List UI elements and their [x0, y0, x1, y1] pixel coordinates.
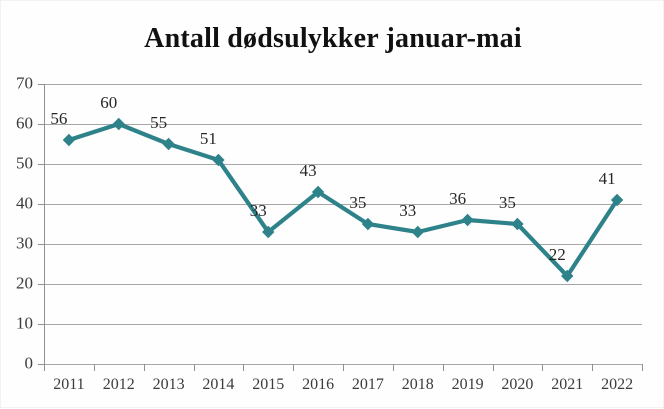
data-point-marker [162, 137, 175, 151]
x-axis-tick-label: 2012 [103, 376, 135, 393]
gridlines-group [43, 83, 642, 366]
data-point-marker [361, 217, 375, 231]
data-point-label: 35 [499, 193, 516, 212]
x-axis-tick-label: 2017 [352, 376, 384, 393]
x-axis-tick-label: 2018 [402, 376, 434, 393]
y-axis-ticks-group [38, 83, 44, 366]
data-point-label: 51 [200, 129, 217, 148]
x-axis-ticks-group [43, 364, 644, 371]
series-markers-group [62, 117, 624, 283]
x-axis-tick-label: 2011 [53, 376, 84, 393]
data-labels-group: 56 60 55 51 33 43 35 33 36 35 22 41 [50, 93, 615, 264]
data-point-marker [561, 269, 574, 283]
data-point-label: 55 [150, 113, 167, 132]
x-axis-tick-label: 2015 [252, 376, 284, 393]
data-point-label: 33 [399, 201, 416, 220]
series-line-group [66, 121, 620, 279]
data-point-label: 22 [549, 245, 566, 264]
data-point-label: 43 [300, 161, 317, 180]
x-axis-tick-label: 2019 [452, 376, 484, 393]
y-axis-tick-label: 70 [16, 73, 33, 92]
x-axis-tick-label: 2013 [153, 376, 185, 393]
y-axis-tick-label: 10 [16, 313, 33, 332]
y-axis-tick-label: 30 [16, 233, 33, 252]
data-point-marker [610, 193, 624, 207]
data-point-label: 41 [599, 169, 616, 188]
data-point-marker [112, 117, 125, 131]
data-point-label: 36 [449, 189, 466, 208]
y-axis-tick-label: 40 [16, 193, 33, 212]
x-axis-tick-label: 2022 [601, 376, 633, 393]
x-axis-tick-label: 2014 [202, 376, 234, 393]
x-axis-tick-label: 2016 [302, 376, 334, 393]
data-point-marker [511, 217, 524, 231]
chart-title: Antall dødsulykker januar-mai [144, 23, 522, 54]
data-point-label: 60 [100, 93, 117, 112]
data-point-marker [262, 225, 275, 239]
data-point-marker [212, 153, 225, 167]
y-axis-tick-label: 60 [16, 113, 33, 132]
data-point-marker [461, 213, 474, 227]
data-point-label: 35 [349, 193, 366, 212]
data-point-marker [62, 133, 76, 147]
x-axis-tick-label: 2020 [501, 376, 533, 393]
data-point-marker [411, 225, 424, 239]
series-line [66, 121, 620, 279]
data-point-marker [311, 185, 325, 199]
x-axis-labels-group: 2011 2012 2013 2014 2015 2016 2017 2018 2019 2020… [53, 376, 633, 393]
x-axis-tick-label: 2021 [551, 376, 583, 393]
y-axis-tick-label: 0 [25, 353, 34, 372]
y-axis-tick-label: 50 [16, 153, 33, 172]
y-axis-tick-label: 20 [16, 273, 33, 292]
data-point-label: 56 [50, 109, 67, 128]
data-point-label: 33 [250, 201, 267, 220]
y-axis-labels-group: 0 10 20 30 40 50 60 70 [16, 73, 33, 372]
